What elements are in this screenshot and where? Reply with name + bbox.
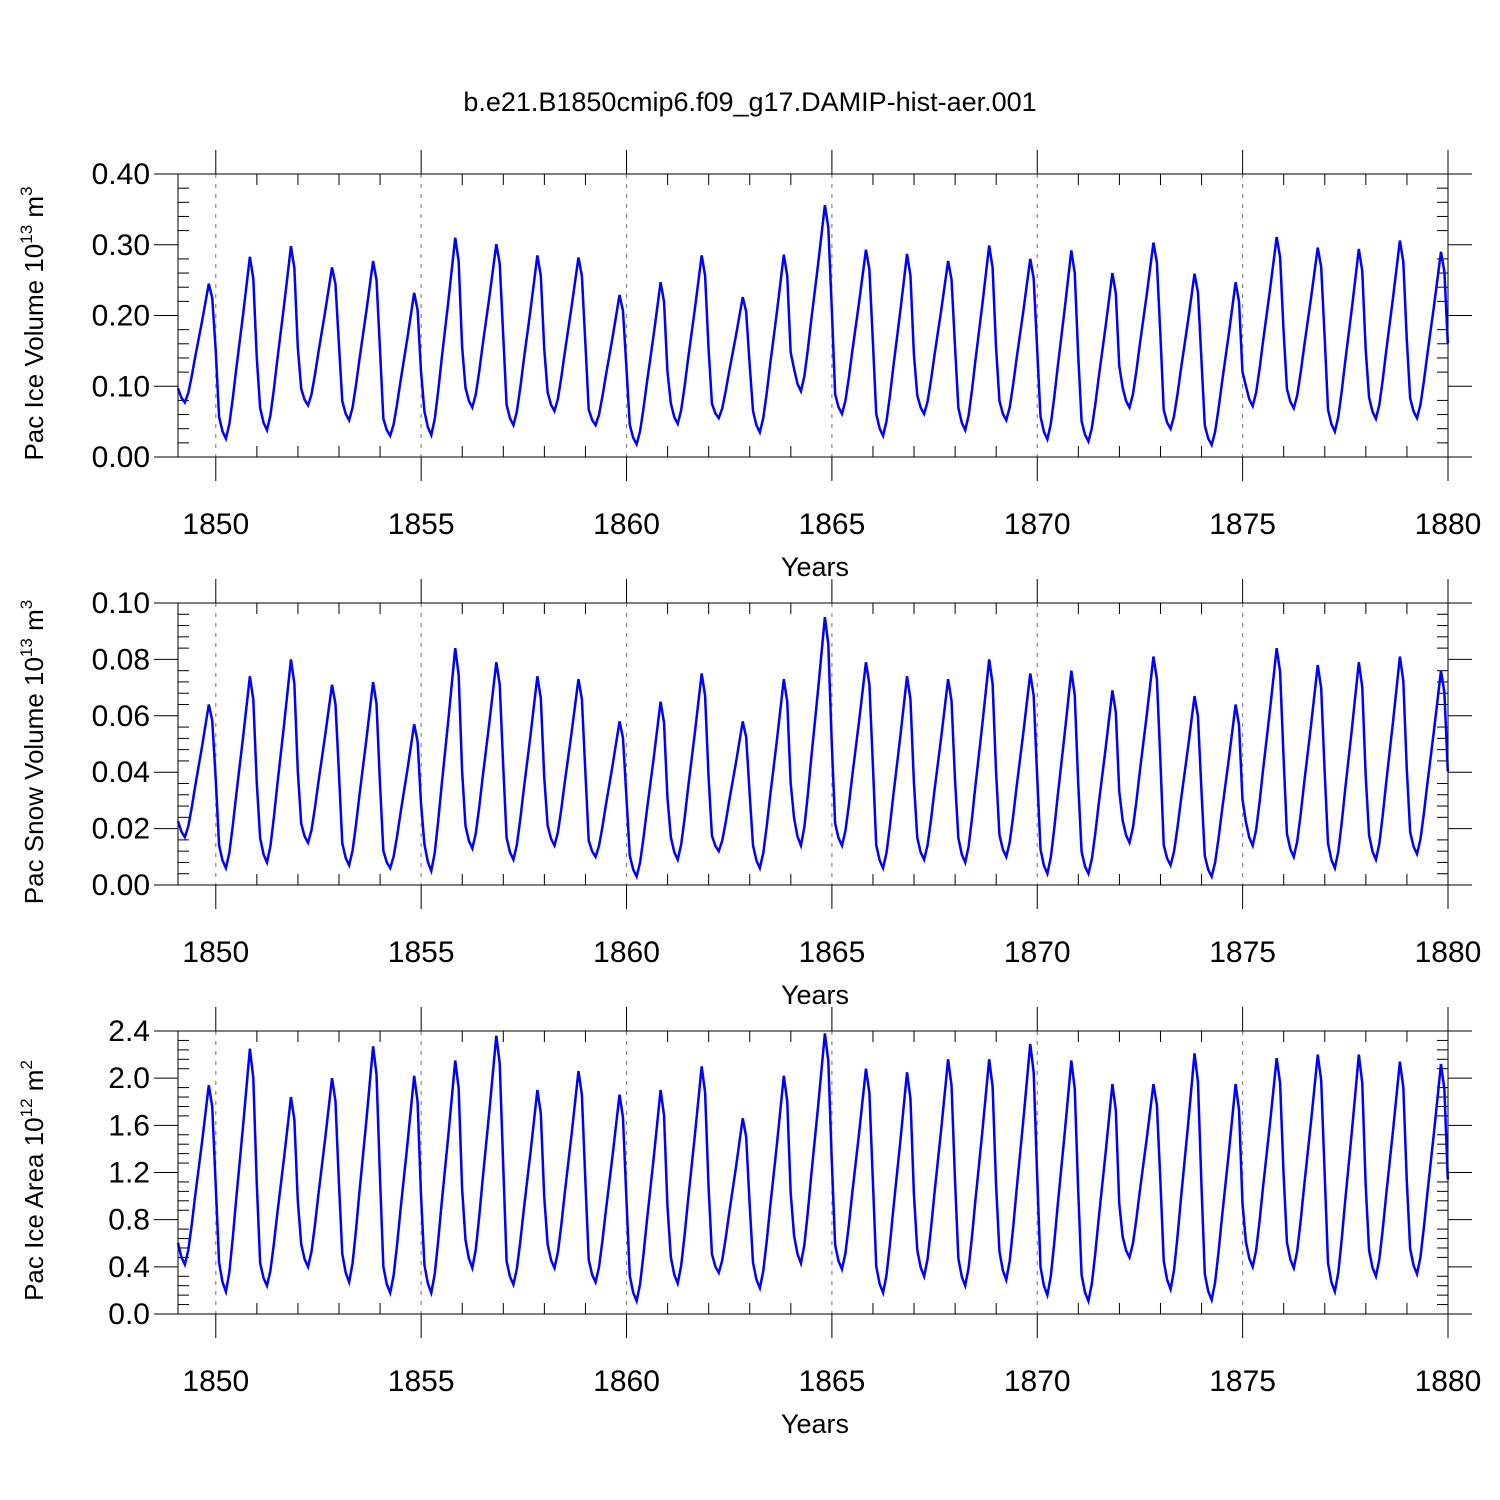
y-tick-label: 0.0 <box>108 1298 150 1331</box>
panel-ice-area: 0.00.40.81.21.62.02.4 1850 1855 1860 1865 18… <box>17 1007 1481 1439</box>
x-tick-label: 1850 <box>182 936 249 969</box>
y-tick-label: 0.10 <box>92 587 150 620</box>
y-tick-label: 2.4 <box>108 1015 150 1048</box>
x-tick-label: 1875 <box>1209 1365 1276 1398</box>
y-axis-label-exp: 13 <box>17 225 36 244</box>
y-tick-labels: 0.0 0.4 0.8 1.2 1.6 2.0 2.4 <box>108 1015 150 1331</box>
x-tick-labels: 1850 1855 1860 1865 1870 1875 1880 <box>182 1365 1481 1398</box>
vertical-grid <box>215 174 1244 457</box>
series-line-ice-volume <box>176 204 1450 449</box>
y-axis-label-unit-exp: 3 <box>17 600 36 609</box>
x-tick-label: 1855 <box>388 936 455 969</box>
x-tick-label: 1860 <box>593 508 660 541</box>
x-tick-label: 1855 <box>388 1365 455 1398</box>
y-tick-label: 0.02 <box>92 813 150 846</box>
x-axis-label: Years <box>781 1409 849 1439</box>
major-ticks <box>154 150 1472 481</box>
plot-frame <box>177 1030 1449 1315</box>
x-tick-label: 1865 <box>799 936 866 969</box>
y-axis-label-unit: m <box>19 609 49 631</box>
y-axis-label: Pac Ice Volume 1013 m3 <box>17 186 49 460</box>
y-axis-label-main: Pac Snow Volume 10 <box>19 657 49 904</box>
major-ticks <box>154 1007 1472 1338</box>
x-tick-label: 1850 <box>182 508 249 541</box>
x-tick-labels: 1850 1855 1860 1865 1870 1875 1880 <box>182 508 1481 541</box>
x-axis-label: Years <box>781 552 849 582</box>
y-tick-labels: 0.00 0.10 0.20 0.30 0.40 <box>92 158 150 474</box>
x-tick-label: 1875 <box>1209 936 1276 969</box>
x-tick-label: 1875 <box>1209 508 1276 541</box>
plot-frame <box>177 602 1449 886</box>
figure-title: b.e21.B1850cmip6.f09_g17.DAMIP-hist-aer.… <box>463 87 1036 117</box>
x-tick-label: 1870 <box>1004 508 1071 541</box>
x-tick-label: 1865 <box>799 508 866 541</box>
y-axis-label-unit: m <box>19 1070 49 1092</box>
y-axis-label-exp: 13 <box>17 638 36 657</box>
y-tick-label: 0.00 <box>92 441 150 474</box>
series-line-snow-volume <box>176 616 1450 881</box>
y-tick-label: 0.04 <box>92 756 150 789</box>
y-axis-label-main: Pac Ice Area 10 <box>19 1117 49 1301</box>
y-tick-label: 1.2 <box>108 1157 150 1190</box>
x-tick-label: 1865 <box>799 1365 866 1398</box>
y-axis-label: Pac Snow Volume 1013 m3 <box>17 600 49 904</box>
y-tick-label: 0.08 <box>92 643 150 676</box>
y-tick-label: 0.06 <box>92 700 150 733</box>
x-tick-label: 1850 <box>182 1365 249 1398</box>
y-tick-label: 0.00 <box>92 869 150 902</box>
x-axis-label: Years <box>781 980 849 1010</box>
vertical-grid <box>215 603 1244 885</box>
x-tick-labels: 1850 1855 1860 1865 1870 1875 1880 <box>182 936 1481 969</box>
y-tick-label: 0.8 <box>108 1204 150 1237</box>
minor-ticks <box>178 603 1448 885</box>
x-tick-label: 1870 <box>1004 936 1071 969</box>
x-tick-label: 1855 <box>388 508 455 541</box>
y-axis-label-exp: 12 <box>17 1098 36 1117</box>
y-axis-label-main: Pac Ice Volume 10 <box>19 244 49 461</box>
y-tick-label: 2.0 <box>108 1062 150 1095</box>
major-ticks <box>154 579 1472 909</box>
x-tick-label: 1860 <box>593 936 660 969</box>
x-tick-label: 1880 <box>1415 1365 1482 1398</box>
x-tick-label: 1870 <box>1004 1365 1071 1398</box>
y-tick-label: 1.6 <box>108 1109 150 1142</box>
y-tick-label: 0.4 <box>108 1251 150 1284</box>
series-line-ice-area <box>176 1033 1450 1306</box>
y-axis-label-unit-exp: 2 <box>17 1060 36 1069</box>
y-tick-labels: 0.00 0.02 0.04 0.06 0.08 0.10 <box>92 587 150 902</box>
y-tick-label: 0.10 <box>92 370 150 403</box>
y-axis-label-unit: m <box>19 196 49 218</box>
y-axis-label: Pac Ice Area 1012 m2 <box>17 1060 49 1301</box>
y-tick-label: 0.40 <box>92 158 150 191</box>
panel-ice-volume: 0.00 0.10 0.20 0.30 0.40 1850 1855 1860 1865 187… <box>17 150 1481 582</box>
x-tick-label: 1880 <box>1415 936 1482 969</box>
x-tick-label: 1880 <box>1415 508 1482 541</box>
y-axis-label-unit-exp: 3 <box>17 186 36 195</box>
plot-frame <box>177 173 1449 458</box>
y-tick-label: 0.30 <box>92 229 150 262</box>
panel-snow-volume: 0.00 0.02 0.04 0.06 0.08 0.10 1850 1855 1860 186… <box>17 579 1481 1010</box>
minor-ticks <box>178 1031 1448 1314</box>
y-tick-label: 0.20 <box>92 300 150 333</box>
minor-ticks <box>178 174 1448 457</box>
x-tick-label: 1860 <box>593 1365 660 1398</box>
